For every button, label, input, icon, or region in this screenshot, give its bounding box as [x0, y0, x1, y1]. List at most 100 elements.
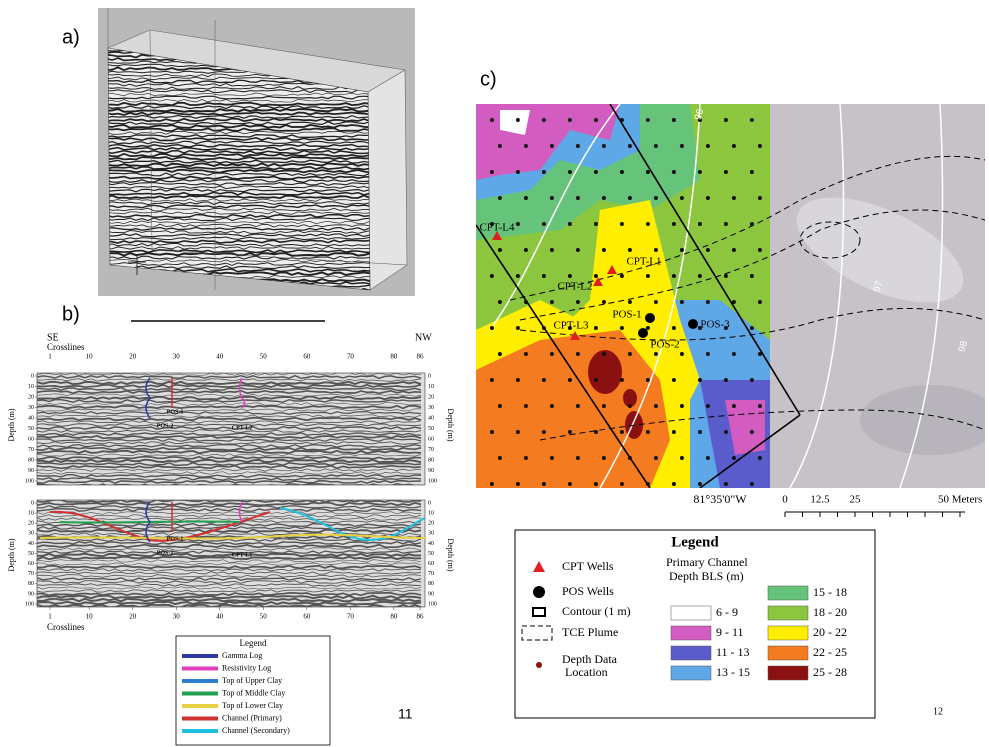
texture-line [37, 464, 422, 470]
texture-line [37, 583, 422, 587]
legend-label: TCE Plume [562, 625, 618, 639]
legend-label: Top of Lower Clay [222, 701, 283, 710]
depth-tick-label: 80 [28, 581, 34, 587]
cpt-well [593, 277, 603, 286]
data-location [497, 300, 502, 304]
depth-tick-label: 20 [428, 394, 434, 400]
crossline-tick-label: 40 [216, 613, 224, 621]
data-location [593, 118, 598, 122]
texture-line [108, 198, 370, 202]
data-location [731, 196, 736, 200]
well-label: POS-1 [167, 409, 184, 415]
depth-tick-label: 50 [28, 426, 34, 432]
well-label: POS-1 [612, 309, 641, 321]
data-location [749, 430, 754, 434]
data-location [645, 118, 650, 122]
texture-line [108, 175, 370, 180]
texture-line [37, 386, 422, 392]
depth-tick-label: 60 [428, 436, 434, 442]
texture-line [37, 389, 422, 395]
section-end-label: NW [415, 332, 432, 343]
data-location [575, 404, 580, 408]
data-location [757, 404, 762, 408]
data-location [645, 170, 650, 174]
data-location [541, 222, 546, 226]
data-location [549, 248, 554, 252]
well-logs [145, 377, 246, 543]
texture-line [108, 146, 370, 151]
texture-line [37, 564, 422, 570]
texture-line [37, 538, 422, 542]
well-label: CPT-L1 [232, 552, 252, 558]
legend-label: Gamma Log [222, 651, 262, 660]
crossline-tick-label: 80 [390, 613, 398, 621]
data-location [541, 170, 546, 174]
data-location [601, 404, 606, 408]
texture-line [37, 501, 422, 507]
data-location [601, 144, 606, 148]
depth-tick-label: 60 [28, 561, 34, 567]
depth-title: Depth (m) [7, 408, 16, 441]
axis-title: Crosslines [47, 342, 85, 352]
data-location [575, 196, 580, 200]
texture-line [37, 446, 422, 452]
data-location [749, 274, 754, 278]
data-location [671, 430, 676, 434]
texture-line [37, 468, 422, 472]
data-location [697, 378, 702, 382]
data-location [679, 300, 684, 304]
data-location [671, 118, 676, 122]
data-location [575, 144, 580, 148]
data-location [593, 326, 598, 330]
texture-line [37, 522, 422, 528]
data-location [645, 326, 650, 330]
texture-line [108, 239, 370, 244]
data-location [575, 300, 580, 304]
data-location [731, 248, 736, 252]
texture-line [37, 580, 422, 584]
data-location [653, 456, 658, 460]
data-location [601, 456, 606, 460]
depth-title: Depth (m) [446, 538, 455, 571]
data-location [593, 482, 598, 486]
texture-line [37, 398, 422, 404]
depth-tick-label: 90 [428, 468, 434, 474]
data-location [567, 326, 572, 330]
legend-symbol [533, 561, 545, 572]
well-label: POS-2 [650, 339, 679, 351]
data-location [697, 274, 702, 278]
texture-line [37, 571, 422, 575]
data-location [757, 248, 762, 252]
texture-line [108, 226, 370, 231]
texture-line [37, 574, 422, 578]
texture-line [37, 562, 422, 566]
data-location [601, 352, 606, 356]
texture-line [108, 105, 370, 110]
texture-line [37, 414, 422, 418]
texture-line [37, 473, 422, 479]
depth-tick-label: 30 [428, 405, 434, 411]
depth-tick-label: 50 [428, 426, 434, 432]
texture-line [108, 140, 370, 145]
texture-line [37, 378, 422, 382]
data-location [723, 430, 728, 434]
texture-line [37, 462, 422, 467]
data-location [671, 222, 676, 226]
data-location [497, 248, 502, 252]
data-location [489, 378, 494, 382]
crossline-tick-label: 80 [390, 353, 398, 361]
data-location [541, 430, 546, 434]
legend-subtitle: Primary Channel Depth BLS (m) [666, 555, 748, 583]
texture-line [108, 262, 370, 266]
texture-line [37, 416, 422, 422]
data-location [549, 352, 554, 356]
depth-tick-label: 60 [428, 561, 434, 567]
texture-line [37, 514, 422, 518]
texture-line [37, 458, 422, 464]
depth-tick-label: 50 [428, 551, 434, 557]
data-location [653, 352, 658, 356]
data-location [489, 430, 494, 434]
data-location [679, 456, 684, 460]
data-location [757, 144, 762, 148]
